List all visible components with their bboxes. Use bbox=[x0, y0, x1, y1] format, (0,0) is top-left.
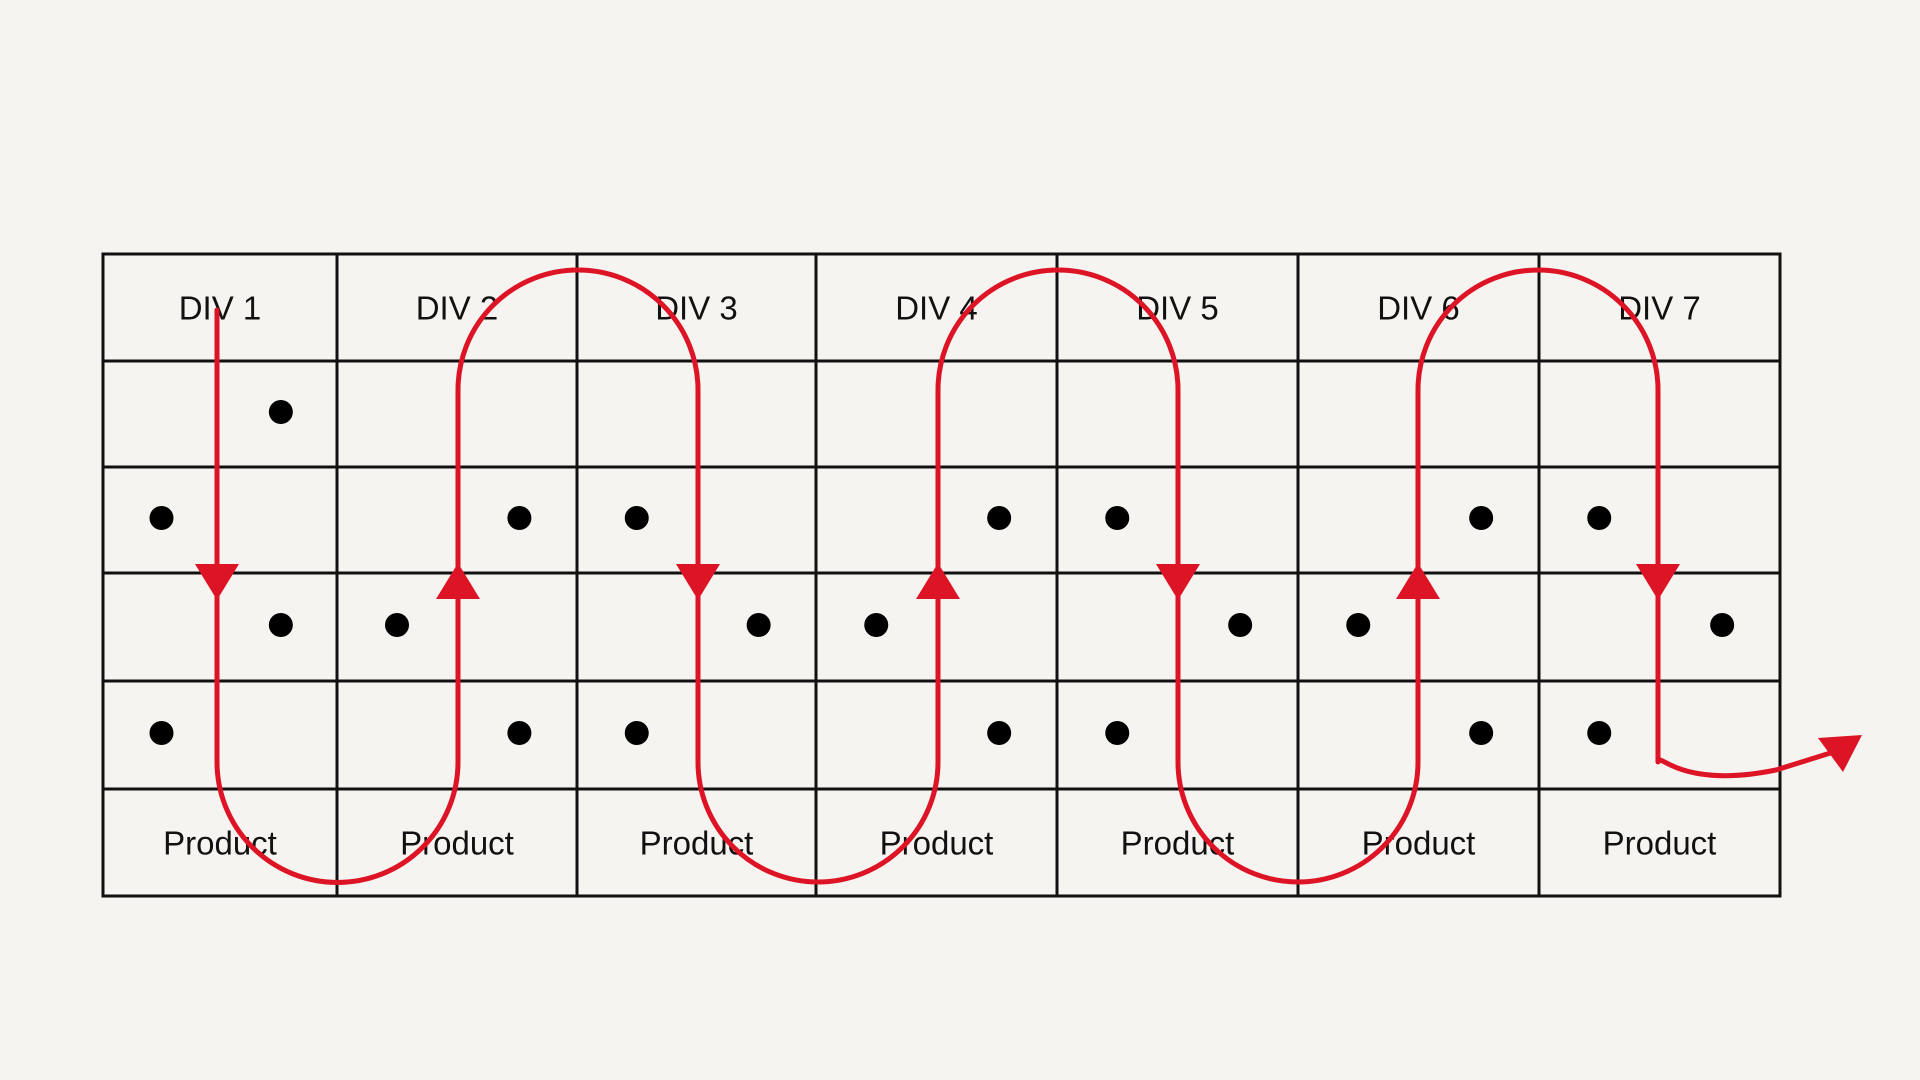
flow-arrow-down-icon bbox=[195, 564, 239, 600]
flow-arrow-up-icon bbox=[436, 563, 480, 599]
station-dot-c1-1 bbox=[268, 400, 293, 424]
grid-border bbox=[101, 252, 1782, 898]
station-dot-c6-1 bbox=[1469, 506, 1494, 530]
flow-exit-arrow-icon bbox=[1818, 735, 1862, 772]
station-dot-c7-3 bbox=[1587, 721, 1612, 745]
column-header-5: DIV 5 bbox=[1136, 290, 1219, 327]
column-header-4: DIV 4 bbox=[895, 290, 978, 327]
column-footer-6: Product bbox=[1362, 825, 1476, 862]
station-dot-c2-3 bbox=[507, 721, 532, 745]
station-dot-c3-1 bbox=[624, 506, 649, 530]
flow-path bbox=[214, 267, 1843, 885]
serpentine-flow bbox=[195, 267, 1862, 885]
column-header-2: DIV 2 bbox=[416, 290, 499, 327]
station-dot-c7-1 bbox=[1587, 506, 1612, 530]
column-footer-5: Product bbox=[1121, 825, 1235, 862]
flow-arrow-up-icon bbox=[1396, 563, 1440, 599]
column-footer-3: Product bbox=[640, 825, 754, 862]
station-dot-c1-3 bbox=[268, 613, 293, 637]
column-footer-4: Product bbox=[880, 825, 994, 862]
flow-arrow-up-icon bbox=[916, 563, 960, 599]
station-dot-c5-1 bbox=[1105, 506, 1130, 530]
station-dot-c3-3 bbox=[624, 721, 649, 745]
station-dot-c5-3 bbox=[1105, 721, 1130, 745]
station-dot-c7-2 bbox=[1710, 613, 1735, 637]
station-dot-c6-2 bbox=[1346, 613, 1371, 637]
station-dots bbox=[149, 400, 1735, 745]
station-dot-c2-2 bbox=[385, 613, 409, 637]
column-footer-7: Product bbox=[1603, 825, 1717, 862]
station-dot-c2-1 bbox=[507, 506, 532, 530]
station-dot-c4-1 bbox=[987, 506, 1012, 530]
flow-arrow-down-icon bbox=[1636, 564, 1680, 600]
station-dot-c1-2 bbox=[149, 506, 174, 530]
flow-arrow-down-icon bbox=[676, 564, 720, 600]
column-footer-2: Product bbox=[400, 825, 514, 862]
column-header-1: DIV 1 bbox=[179, 290, 262, 327]
station-dot-c6-3 bbox=[1469, 721, 1494, 745]
column-header-7: DIV 7 bbox=[1618, 290, 1701, 327]
station-dot-c4-2 bbox=[864, 613, 889, 637]
station-dot-c3-2 bbox=[746, 613, 771, 637]
column-header-6: DIV 6 bbox=[1377, 290, 1460, 327]
station-dot-c5-2 bbox=[1228, 613, 1253, 637]
station-dot-c1-4 bbox=[149, 721, 174, 745]
station-dot-c4-3 bbox=[987, 721, 1012, 745]
flow-arrow-down-icon bbox=[1156, 564, 1200, 600]
